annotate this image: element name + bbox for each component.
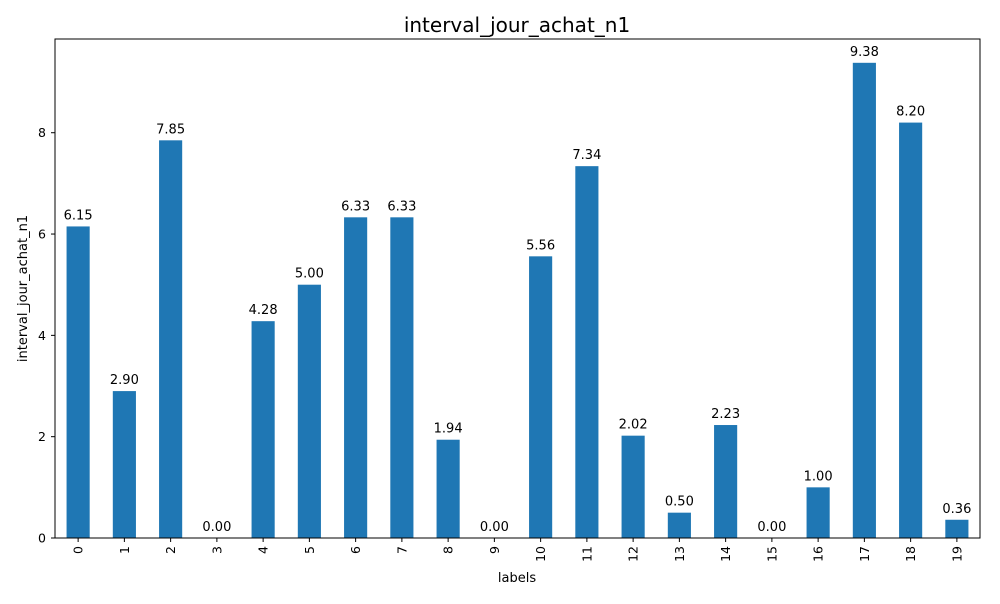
y-tick-label-8: 8: [38, 125, 46, 140]
data-label-1: 2.90: [110, 373, 139, 388]
x-tick-label-17: 17: [857, 546, 872, 562]
x-tick-label-4: 4: [256, 546, 271, 554]
x-tick-label-7: 7: [394, 546, 409, 554]
bar-5: [297, 284, 321, 538]
bar-4: [251, 321, 275, 538]
y-axis-label: interval_jour_achat_n1: [16, 215, 31, 362]
data-label-12: 2.02: [619, 418, 648, 433]
data-label-3: 0.00: [202, 520, 231, 535]
x-tick-label-13: 13: [672, 546, 687, 562]
bar-16: [806, 487, 830, 538]
bar-11: [575, 166, 599, 538]
data-label-16: 1.00: [804, 469, 833, 484]
x-tick-label-16: 16: [811, 546, 826, 562]
y-axis: 0 2 4 6 8: [38, 125, 55, 546]
x-tick-label-12: 12: [626, 546, 641, 562]
data-label-18: 8.20: [896, 105, 925, 120]
bar-19: [945, 519, 969, 538]
x-tick-label-3: 3: [209, 546, 224, 554]
bar-1: [112, 391, 136, 538]
x-axis-label: labels: [498, 571, 536, 586]
bar-12: [621, 435, 645, 538]
bar-13: [667, 512, 691, 538]
x-tick-label-9: 9: [487, 546, 502, 554]
data-label-2: 7.85: [156, 122, 185, 137]
bar-8: [436, 439, 460, 538]
x-tick-label-6: 6: [348, 546, 363, 554]
x-tick-label-2: 2: [163, 546, 178, 554]
data-label-13: 0.50: [665, 495, 694, 510]
data-label-14: 2.23: [711, 407, 740, 422]
x-tick-label-14: 14: [718, 546, 733, 562]
x-tick-label-18: 18: [903, 546, 918, 562]
x-tick-label-8: 8: [441, 546, 456, 554]
data-label-8: 1.94: [434, 422, 463, 437]
x-tick-label-19: 19: [949, 546, 964, 562]
plot-frame: [54, 38, 981, 539]
x-tick-label-0: 0: [71, 546, 86, 554]
y-tick-label-2: 2: [38, 429, 46, 444]
x-axis: 0 1 2 3 4 5 6 7 8 9 10 11 12 13 14 15 16 17 18 19: [71, 538, 964, 562]
bar-10: [529, 256, 553, 538]
x-tick-label-1: 1: [117, 546, 132, 554]
data-labels-layer: 6.15 2.90 7.85 0.00 4.28 5.00 6.33 6.33 1.94 0.00…: [64, 45, 972, 535]
data-label-6: 6.33: [341, 199, 370, 214]
data-label-7: 6.33: [387, 199, 416, 214]
bar-14: [714, 425, 738, 538]
data-label-17: 9.38: [850, 45, 879, 60]
bar-18: [899, 122, 923, 538]
x-tick-label-15: 15: [764, 546, 779, 562]
y-tick-label-6: 6: [38, 227, 46, 242]
y-tick-label-0: 0: [38, 531, 46, 546]
bar-17: [852, 62, 876, 539]
bar-2: [159, 140, 183, 538]
data-label-19: 0.36: [942, 502, 971, 517]
x-tick-label-10: 10: [533, 546, 548, 562]
data-label-5: 5.00: [295, 267, 324, 282]
bar-0: [66, 226, 90, 538]
bar-6: [344, 217, 368, 538]
data-label-0: 6.15: [64, 208, 93, 223]
x-tick-label-11: 11: [579, 546, 594, 562]
chart-title: interval_jour_achat_n1: [404, 13, 630, 37]
data-label-11: 7.34: [572, 148, 601, 163]
bars-layer: [66, 62, 969, 539]
x-tick-label-5: 5: [302, 546, 317, 554]
bar-7: [390, 217, 414, 538]
data-label-15: 0.00: [757, 520, 786, 535]
data-label-4: 4.28: [249, 303, 278, 318]
y-tick-label-4: 4: [38, 328, 46, 343]
data-label-9: 0.00: [480, 520, 509, 535]
data-label-10: 5.56: [526, 238, 555, 253]
